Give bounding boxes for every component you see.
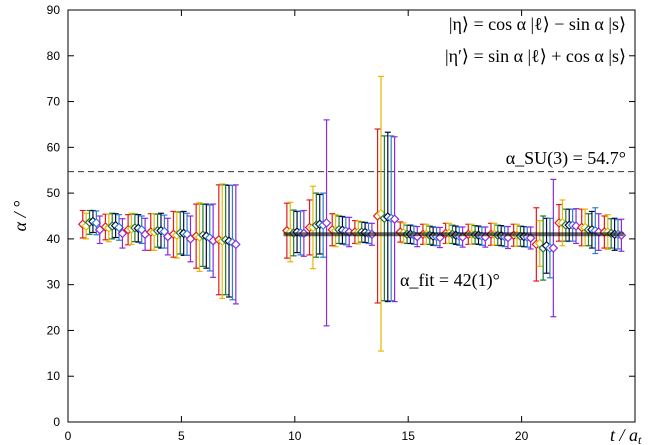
diamond-marker [117, 228, 128, 239]
data-point [548, 178, 559, 318]
data-point [376, 75, 386, 352]
data-point [162, 217, 173, 256]
diamond-marker [230, 239, 241, 250]
data-point [412, 225, 423, 248]
data-point [194, 202, 205, 272]
data-point [534, 219, 545, 267]
diamond-marker [91, 218, 102, 228]
y-tick-label: 30 [47, 278, 61, 292]
x-axis-label: t / at [610, 425, 642, 445]
data-point [117, 218, 128, 249]
y-tick-label: 20 [47, 323, 61, 337]
su3-reference-label: α_SU(3) = 54.7° [506, 148, 626, 169]
data-point [230, 184, 241, 305]
data-point [480, 226, 491, 248]
y-tick-label: 10 [47, 369, 61, 383]
data-point [503, 225, 513, 250]
y-tick-label: 80 [47, 49, 61, 63]
x-tick-label: 5 [178, 429, 185, 443]
fit-result-label: α_fit = 42(1)° [400, 270, 500, 291]
x-tick-label: 0 [65, 429, 72, 443]
data-point [159, 214, 170, 249]
x-tick-label: 15 [402, 429, 416, 443]
data-point [136, 215, 147, 245]
diamond-marker [548, 243, 559, 253]
y-tick-label: 40 [47, 232, 61, 246]
data-point [389, 136, 400, 303]
y-tick-label: 60 [47, 140, 61, 154]
y-tick-label: 0 [53, 415, 60, 429]
data-point [114, 214, 124, 241]
y-axis-label: α / ° [10, 201, 30, 232]
data-point [321, 119, 332, 327]
diamond-marker [389, 214, 400, 225]
x-tick-label: 10 [288, 429, 302, 443]
data-point [435, 226, 445, 249]
data-point [91, 210, 102, 236]
data-point [182, 212, 192, 256]
eta-state-equation: |η⟩ = cos α |ℓ⟩ − sin α |s⟩ [449, 14, 626, 34]
diamond-marker [114, 222, 124, 233]
axis-ticks: 0 10 20 30 40 50 60 70 80 90 0 5 10 15 20 [47, 3, 635, 443]
data-point [140, 217, 150, 251]
plot-frame [67, 9, 636, 423]
y-tick-label: 70 [47, 95, 61, 109]
y-tick-label: 50 [47, 186, 61, 200]
diamond-marker [321, 218, 332, 228]
x-tick-label: 20 [515, 429, 529, 443]
y-tick-label: 90 [47, 3, 61, 17]
data-point [81, 212, 91, 240]
data-points [77, 75, 627, 352]
eta-prime-state-equation: |η′⟩ = sin α |ℓ⟩ + cos α |s⟩ [445, 46, 626, 66]
